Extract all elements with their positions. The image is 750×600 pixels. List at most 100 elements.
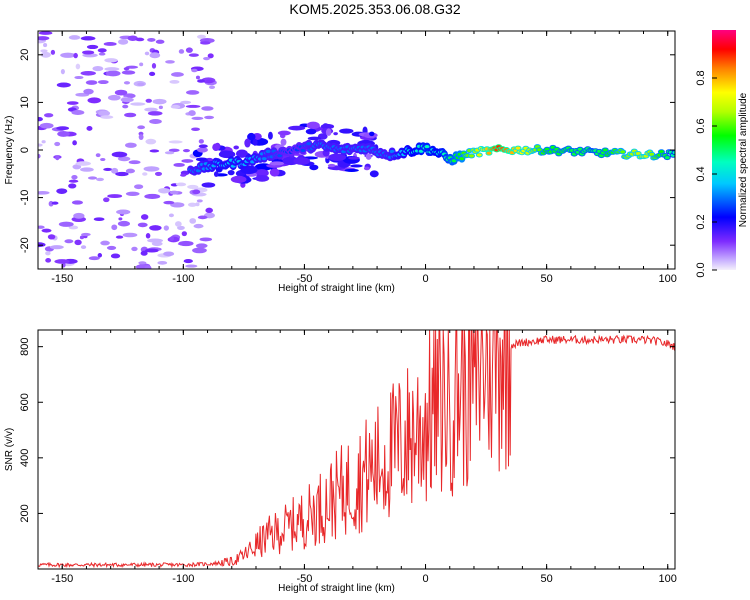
noise-blob xyxy=(138,261,147,265)
noise-blob xyxy=(163,251,175,257)
noise-blob xyxy=(117,156,131,162)
scatter-blob xyxy=(350,164,363,168)
spectrogram-xtick-label: 100 xyxy=(659,273,677,285)
noise-blob xyxy=(47,234,56,240)
noise-blob xyxy=(158,187,171,194)
noise-blob xyxy=(88,256,100,261)
noise-blob xyxy=(71,200,84,205)
spectrogram-ylabel: Frequency (Hz) xyxy=(4,116,15,185)
noise-blob xyxy=(144,107,158,112)
noise-blob xyxy=(125,191,140,197)
noise-blob xyxy=(169,79,180,84)
colorbar-tick-label: 0.6 xyxy=(695,118,707,133)
noise-blob xyxy=(68,35,81,40)
snr-marks xyxy=(37,329,676,569)
noise-blob xyxy=(118,217,123,221)
noise-blob xyxy=(111,224,118,231)
noise-blob xyxy=(121,70,136,75)
noise-blob xyxy=(170,104,181,109)
noise-blob xyxy=(44,113,54,118)
spectrogram-ytick-label: 20 xyxy=(19,49,31,61)
noise-blob xyxy=(87,176,98,180)
ridge-core xyxy=(486,151,492,155)
noise-blob xyxy=(110,253,121,259)
noise-blob xyxy=(100,157,106,162)
noise-blob xyxy=(191,68,198,73)
scatter-blob xyxy=(196,147,208,153)
noise-blob xyxy=(207,53,214,59)
noise-blob xyxy=(149,71,156,77)
noise-blob xyxy=(130,102,146,106)
noise-blob xyxy=(71,174,78,180)
noise-blob xyxy=(45,258,52,263)
ridge-core xyxy=(515,146,521,150)
spectrogram-xtick-label: 0 xyxy=(422,273,428,285)
scatter-blob xyxy=(305,128,317,135)
noise-blob xyxy=(75,161,92,166)
scatter-blob xyxy=(307,136,322,141)
noise-blob xyxy=(209,85,216,89)
noise-blob xyxy=(92,65,104,72)
ridge-core xyxy=(664,156,670,160)
noise-blob xyxy=(144,265,152,269)
noise-blob xyxy=(105,70,121,77)
noise-blob xyxy=(43,43,48,48)
noise-blob xyxy=(80,245,87,250)
scatter-blob xyxy=(247,132,256,141)
colorbar-tick-label: 0.2 xyxy=(695,214,707,229)
noise-blob xyxy=(73,212,85,219)
noise-blob xyxy=(128,160,141,165)
noise-blob xyxy=(56,126,70,131)
noise-blob xyxy=(120,97,134,103)
noise-blob xyxy=(71,109,85,116)
spectrogram-xlabel: Height of straight line (km) xyxy=(278,283,395,294)
scatter-blob xyxy=(363,166,370,171)
noise-blob xyxy=(57,131,70,137)
colorbar-axis: 0.0 0.2 0.4 0.6 0.8 Normalized spectral ampli… xyxy=(695,70,749,277)
colorbar-tick-label: 0.0 xyxy=(695,262,707,277)
scatter-blob xyxy=(269,161,285,166)
noise-blob xyxy=(80,70,96,76)
snr-ytick-label: 200 xyxy=(19,504,31,522)
noise-blob xyxy=(198,139,204,144)
noise-blob xyxy=(145,98,152,103)
noise-blob xyxy=(187,184,199,190)
ridge-core xyxy=(635,151,641,156)
noise-blob xyxy=(50,49,56,55)
scatter-blob xyxy=(280,138,287,146)
ridge-core xyxy=(658,150,664,154)
noise-blob xyxy=(106,245,117,250)
noise-blob xyxy=(93,217,105,221)
noise-blob xyxy=(196,34,206,39)
noise-blob xyxy=(203,56,210,61)
noise-blob xyxy=(79,235,84,240)
snr-frame xyxy=(37,329,676,570)
noise-blob xyxy=(205,207,213,214)
noise-blob xyxy=(185,47,193,53)
colorbar-tick-label: 0.8 xyxy=(695,70,707,85)
noise-blob xyxy=(107,94,121,101)
noise-blob xyxy=(168,148,180,153)
noise-blob xyxy=(143,166,160,172)
ridge-core xyxy=(261,157,267,161)
ridge-core xyxy=(389,149,395,154)
noise-blob xyxy=(145,248,159,253)
scatter-blob xyxy=(320,123,335,130)
scatter-blob xyxy=(236,149,248,158)
scatter-blob xyxy=(213,171,219,177)
ridge-core xyxy=(265,149,271,154)
noise-blob xyxy=(185,104,201,108)
scatter-blob xyxy=(198,144,208,149)
noise-blob xyxy=(115,235,124,239)
noise-blob xyxy=(97,48,107,53)
noise-blob xyxy=(191,116,204,120)
noise-blob xyxy=(38,31,53,35)
noise-blob xyxy=(180,100,192,104)
scatter-blob xyxy=(256,174,261,182)
noise-blob xyxy=(151,62,157,69)
noise-blob xyxy=(181,159,194,163)
noise-blob xyxy=(38,36,50,41)
